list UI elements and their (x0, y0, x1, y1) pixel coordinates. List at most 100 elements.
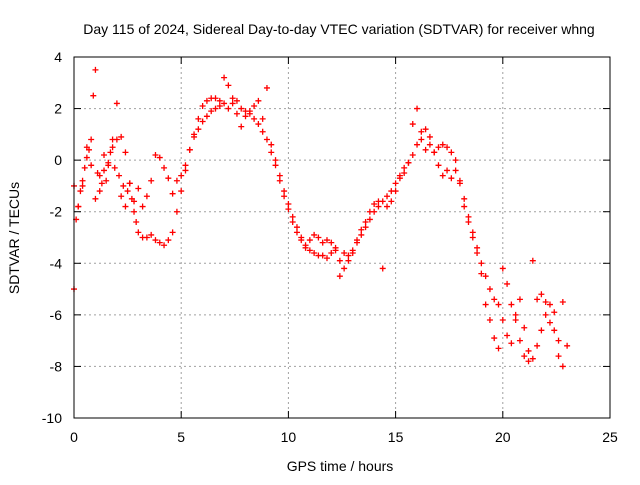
data-point (92, 66, 99, 73)
data-point (306, 247, 313, 254)
data-point (229, 95, 236, 102)
data-point (88, 136, 95, 143)
data-point (298, 234, 305, 241)
data-point (311, 249, 318, 256)
data-point (465, 213, 472, 220)
data-point (216, 102, 223, 109)
data-point (504, 332, 511, 339)
data-point (103, 177, 110, 184)
data-point (131, 208, 138, 215)
data-point (133, 219, 140, 226)
data-point (341, 249, 348, 256)
data-point (246, 108, 253, 115)
data-point (101, 151, 108, 158)
data-point (358, 226, 365, 233)
data-point (109, 144, 116, 151)
data-point (182, 167, 189, 174)
data-point (546, 319, 553, 326)
data-point (504, 280, 511, 287)
data-point (516, 337, 523, 344)
data-point (302, 242, 309, 249)
data-point (143, 193, 150, 200)
data-point (405, 159, 412, 166)
data-point (414, 141, 421, 148)
data-point (512, 311, 519, 318)
data-point (293, 229, 300, 236)
data-point (105, 162, 112, 169)
data-point (366, 216, 373, 223)
x-tick-label: 25 (602, 429, 618, 445)
data-point (435, 162, 442, 169)
data-point (131, 198, 138, 205)
data-point (341, 265, 348, 272)
data-point (439, 172, 446, 179)
data-point (525, 347, 532, 354)
data-point (81, 164, 88, 171)
data-point (272, 157, 279, 164)
data-point (431, 149, 438, 156)
data-point (336, 273, 343, 280)
data-point (139, 203, 146, 210)
data-point (332, 247, 339, 254)
y-tick-label: -10 (42, 410, 62, 426)
data-point (474, 249, 481, 256)
data-point (212, 105, 219, 112)
data-point (478, 260, 485, 267)
data-point (508, 340, 515, 347)
data-point (469, 229, 476, 236)
data-point (135, 229, 142, 236)
data-point (362, 219, 369, 226)
data-point (559, 298, 566, 305)
data-point (345, 252, 352, 259)
data-point (251, 102, 258, 109)
data-point (259, 115, 266, 122)
data-point (495, 345, 502, 352)
data-point (268, 141, 275, 148)
data-point (281, 193, 288, 200)
data-point (555, 337, 562, 344)
data-point (474, 244, 481, 251)
data-point (255, 97, 262, 104)
data-point (75, 203, 82, 210)
data-point (83, 144, 90, 151)
data-point (96, 188, 103, 195)
data-point (529, 257, 536, 264)
data-point (242, 113, 249, 120)
data-point (444, 144, 451, 151)
data-point (152, 151, 159, 158)
data-point (401, 164, 408, 171)
data-point (216, 97, 223, 104)
data-point (439, 141, 446, 148)
data-point (152, 237, 159, 244)
data-point (118, 193, 125, 200)
data-point (486, 317, 493, 324)
data-point (203, 113, 210, 120)
data-point (233, 110, 240, 117)
data-point (199, 102, 206, 109)
data-point (212, 95, 219, 102)
data-point (371, 200, 378, 207)
data-point (444, 167, 451, 174)
data-point (263, 136, 270, 143)
data-point (259, 128, 266, 135)
data-point (409, 151, 416, 158)
data-point (426, 141, 433, 148)
data-point (118, 133, 125, 140)
data-point (79, 177, 86, 184)
data-point (542, 311, 549, 318)
data-point (495, 301, 502, 308)
x-axis-label: GPS time / hours (287, 458, 394, 474)
data-point (293, 224, 300, 231)
data-point (375, 198, 382, 205)
data-point (113, 100, 120, 107)
data-point (396, 175, 403, 182)
data-point (208, 108, 215, 115)
data-point (435, 144, 442, 151)
y-tick-label: 2 (54, 101, 62, 117)
data-point (379, 265, 386, 272)
data-point (448, 175, 455, 182)
data-point (178, 172, 185, 179)
y-tick-label: -8 (50, 358, 63, 374)
